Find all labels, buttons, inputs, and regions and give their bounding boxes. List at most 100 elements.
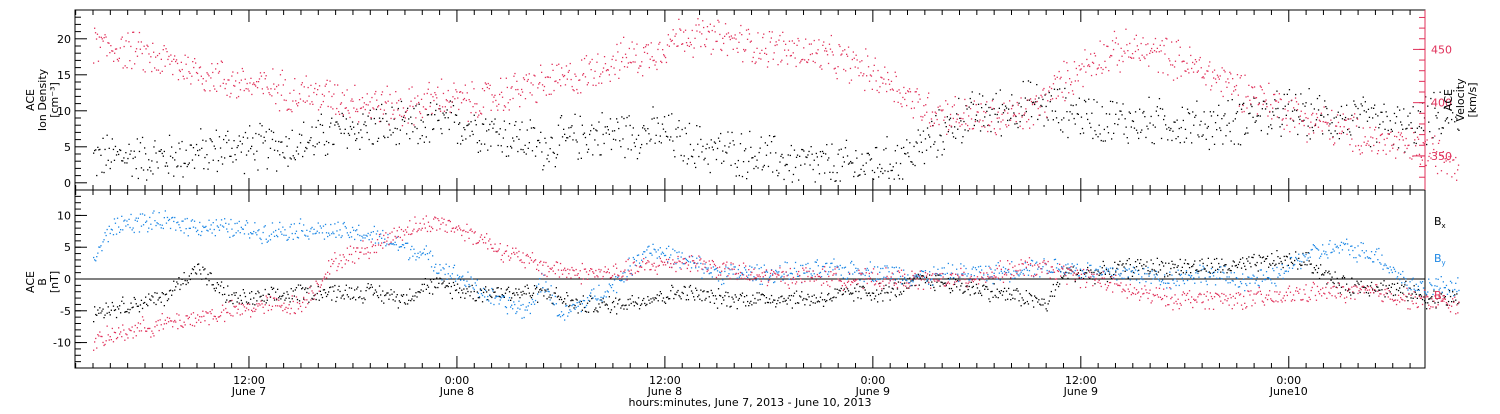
data-point — [587, 84, 588, 85]
data-point — [166, 223, 167, 224]
data-point — [416, 104, 417, 105]
data-point — [344, 298, 345, 299]
data-point — [1016, 271, 1017, 272]
data-point — [1274, 265, 1275, 266]
data-point — [427, 285, 428, 286]
data-point — [1146, 261, 1147, 262]
data-point — [795, 262, 796, 263]
data-point — [241, 227, 242, 228]
data-point — [1069, 111, 1070, 112]
data-point — [127, 32, 128, 33]
data-point — [527, 129, 528, 130]
data-point — [216, 91, 217, 92]
data-point — [148, 53, 149, 54]
data-point — [896, 162, 897, 163]
data-point — [975, 292, 976, 293]
data-point — [483, 124, 484, 125]
data-point — [116, 48, 117, 49]
data-point — [354, 133, 355, 134]
data-point — [1152, 52, 1153, 53]
data-point — [903, 291, 904, 292]
data-point — [898, 281, 899, 282]
data-point — [153, 52, 154, 53]
data-point — [328, 233, 329, 234]
data-point — [544, 86, 545, 87]
data-point — [142, 213, 143, 214]
data-point — [764, 165, 765, 166]
data-point — [1153, 263, 1154, 264]
data-point — [1094, 53, 1095, 54]
data-point — [348, 113, 349, 114]
data-point — [1270, 124, 1271, 125]
data-point — [213, 222, 214, 223]
data-point — [705, 148, 706, 149]
data-point — [299, 300, 300, 301]
data-point — [193, 67, 194, 68]
data-point — [97, 309, 98, 310]
data-point — [1007, 299, 1008, 300]
data-point — [130, 46, 131, 47]
data-point — [1396, 136, 1397, 137]
data-point — [273, 83, 274, 84]
data-point — [498, 145, 499, 146]
data-point — [178, 224, 179, 225]
data-point — [884, 67, 885, 68]
data-point — [180, 71, 181, 72]
data-point — [771, 37, 772, 38]
data-point — [199, 222, 200, 223]
data-point — [803, 298, 804, 299]
data-point — [1133, 121, 1134, 122]
data-point — [189, 162, 190, 163]
data-point — [135, 51, 136, 52]
data-point — [1148, 66, 1149, 67]
data-point — [783, 179, 784, 180]
data-point — [765, 48, 766, 49]
data-point — [853, 176, 854, 177]
data-point — [370, 110, 371, 111]
data-point — [1400, 292, 1401, 293]
data-point — [1301, 111, 1302, 112]
data-point — [602, 301, 603, 302]
data-point — [382, 230, 383, 231]
data-point — [228, 224, 229, 225]
data-point — [545, 77, 546, 78]
data-point — [275, 141, 276, 142]
data-point — [95, 260, 96, 261]
data-point — [323, 226, 324, 227]
data-point — [839, 269, 840, 270]
data-point — [1199, 124, 1200, 125]
data-point — [1056, 98, 1057, 99]
data-point — [283, 235, 284, 236]
data-point — [1330, 120, 1331, 121]
data-point — [1109, 114, 1110, 115]
data-point — [385, 245, 386, 246]
data-point — [1441, 133, 1442, 134]
data-point — [1411, 158, 1412, 159]
data-point — [644, 251, 645, 252]
data-point — [360, 129, 361, 130]
data-point — [374, 293, 375, 294]
data-point — [695, 288, 696, 289]
data-point — [1317, 98, 1318, 99]
data-point — [543, 295, 544, 296]
data-point — [781, 60, 782, 61]
data-point — [526, 153, 527, 154]
data-point — [994, 128, 995, 129]
data-point — [1240, 77, 1241, 78]
data-point — [1398, 290, 1399, 291]
data-point — [1429, 131, 1430, 132]
data-point — [1233, 120, 1234, 121]
data-point — [249, 125, 250, 126]
data-point — [171, 295, 172, 296]
data-point — [341, 237, 342, 238]
data-point — [243, 229, 244, 230]
data-point — [1256, 120, 1257, 121]
data-point — [978, 104, 979, 105]
data-point — [1117, 64, 1118, 65]
data-point — [845, 291, 846, 292]
data-point — [556, 157, 557, 158]
data-point — [243, 289, 244, 290]
data-point — [1435, 307, 1436, 308]
data-point — [1413, 298, 1414, 299]
data-point — [363, 297, 364, 298]
